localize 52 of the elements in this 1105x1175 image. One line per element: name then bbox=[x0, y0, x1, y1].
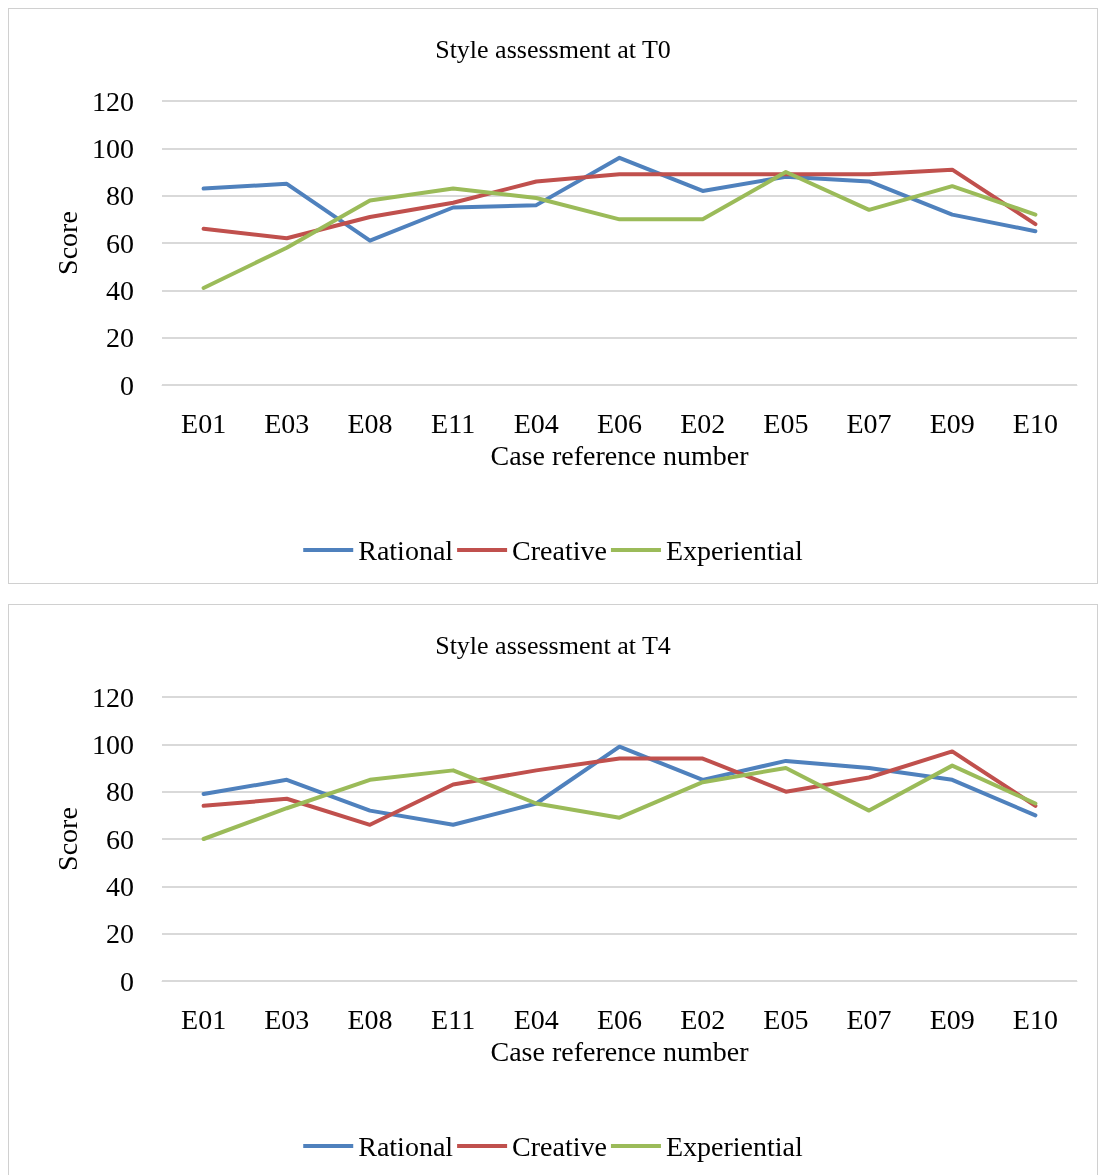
legend-label: Experiential bbox=[665, 534, 803, 566]
legend-label: Creative bbox=[512, 534, 607, 566]
x-tick-label: E07 bbox=[846, 407, 892, 439]
y-tick-label: 120 bbox=[92, 85, 134, 117]
y-tick-label: 100 bbox=[92, 728, 134, 760]
y-tick-label: 40 bbox=[106, 870, 134, 902]
x-tick-label: E11 bbox=[431, 407, 476, 439]
y-tick-label: 80 bbox=[106, 180, 134, 212]
line-series bbox=[201, 155, 1038, 243]
x-tick-label: E03 bbox=[264, 407, 310, 439]
x-tick-label: E03 bbox=[264, 1003, 310, 1035]
x-tick-label: E04 bbox=[513, 1003, 559, 1035]
x-tick-label: E01 bbox=[181, 1003, 227, 1035]
x-tick-label: E02 bbox=[680, 407, 726, 439]
legend-label: Experiential bbox=[665, 1130, 803, 1162]
x-tick-label: E06 bbox=[596, 407, 643, 439]
x-tick-label: E10 bbox=[1012, 407, 1058, 439]
y-axis-title: Score bbox=[51, 211, 83, 275]
y-tick-label: 120 bbox=[92, 681, 134, 713]
y-tick-label: 20 bbox=[106, 322, 134, 354]
y-tick-label: 0 bbox=[120, 369, 134, 401]
y-tick-label: 40 bbox=[106, 274, 134, 306]
chart-title: Style assessment at T0 bbox=[435, 34, 671, 64]
x-tick-label: E01 bbox=[181, 407, 227, 439]
line-series bbox=[201, 763, 1038, 841]
y-tick-label: 60 bbox=[106, 227, 134, 259]
y-tick-label: 60 bbox=[106, 823, 134, 855]
y-tick-label: 0 bbox=[120, 965, 134, 997]
x-tick-label: E05 bbox=[763, 1003, 809, 1035]
line-series bbox=[201, 167, 1038, 241]
y-tick-label: 100 bbox=[92, 132, 134, 164]
line-series bbox=[201, 170, 1038, 290]
x-tick-label: E10 bbox=[1012, 1003, 1058, 1035]
legend-label: Rational bbox=[358, 534, 454, 566]
x-tick-label: E08 bbox=[347, 1003, 393, 1035]
x-axis-title: Case reference number bbox=[490, 1035, 750, 1067]
x-tick-label: E11 bbox=[431, 1003, 476, 1035]
x-tick-label: E07 bbox=[846, 1003, 892, 1035]
x-tick-label: E04 bbox=[513, 407, 559, 439]
x-tick-label: E02 bbox=[680, 1003, 726, 1035]
x-tick-label: E05 bbox=[763, 407, 809, 439]
x-tick-label: E06 bbox=[596, 1003, 643, 1035]
legend-label: Creative bbox=[512, 1130, 607, 1162]
x-axis-title: Case reference number bbox=[490, 439, 750, 471]
y-tick-label: 80 bbox=[106, 776, 134, 808]
chart-title: Style assessment at T4 bbox=[435, 630, 671, 660]
x-tick-label: E09 bbox=[929, 1003, 975, 1035]
y-axis-title: Score bbox=[51, 807, 83, 871]
legend-label: Rational bbox=[358, 1130, 454, 1162]
x-tick-label: E09 bbox=[929, 407, 975, 439]
y-tick-label: 20 bbox=[106, 918, 134, 950]
x-tick-label: E08 bbox=[347, 407, 393, 439]
